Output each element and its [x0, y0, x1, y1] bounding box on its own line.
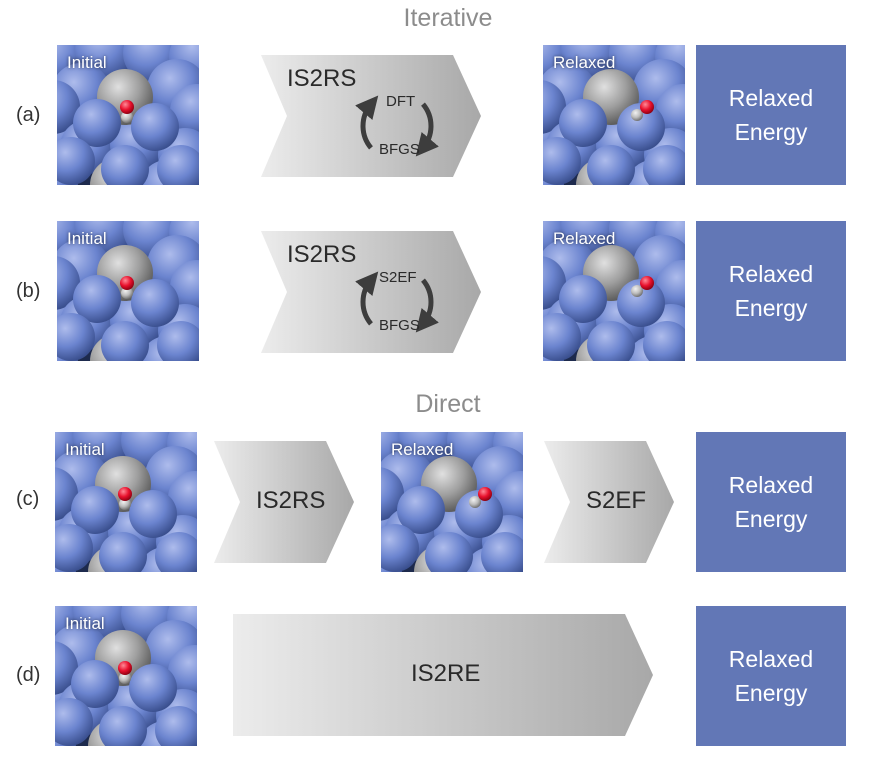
initial-structure-image-c: Initial [55, 432, 197, 572]
row-label-a: (a) [16, 104, 41, 126]
relaxed-energy-box-b: Relaxed Energy [696, 221, 846, 361]
energy-line2: Energy [734, 506, 808, 532]
initial-label: Initial [65, 614, 105, 633]
is2rs-direct-arrow-c: IS2RS [214, 441, 354, 563]
loop-top-label: S2EF [379, 269, 417, 286]
process-label: IS2RE [411, 660, 481, 687]
relaxed-energy-box-c: Relaxed Energy [696, 432, 846, 572]
is2rs-iterative-arrow-b: IS2RS S2EF BFGS [261, 231, 481, 353]
relaxed-energy-box-a: Relaxed Energy [696, 45, 846, 185]
relaxed-structure-image-b: Relaxed [543, 221, 685, 361]
loop-bottom-label: BFGS [379, 317, 420, 334]
process-label: IS2RS [287, 241, 357, 268]
energy-line1: Relaxed [728, 646, 814, 672]
section-title-direct: Direct [415, 390, 481, 418]
loop-bottom-label: BFGS [379, 141, 420, 158]
row-label-d: (d) [16, 664, 41, 686]
relaxed-structure-image-a: Relaxed [543, 45, 685, 185]
relaxed-structure-image-c: Relaxed [381, 432, 523, 572]
process-label: IS2RS [256, 487, 326, 514]
energy-line1: Relaxed [728, 472, 814, 498]
energy-line2: Energy [734, 680, 808, 706]
initial-structure-image-a: Initial [57, 45, 199, 185]
row-label-b: (b) [16, 280, 41, 302]
energy-line2: Energy [734, 119, 808, 145]
relaxed-label: Relaxed [553, 229, 616, 248]
row-label-c: (c) [16, 488, 40, 510]
initial-label: Initial [65, 440, 105, 459]
is2re-arrow-d: IS2RE [233, 614, 653, 736]
energy-line1: Relaxed [728, 261, 814, 287]
initial-structure-image-b: Initial [57, 221, 199, 361]
process-label: S2EF [586, 487, 647, 514]
relaxed-energy-box-d: Relaxed Energy [696, 606, 846, 746]
initial-label: Initial [67, 229, 107, 248]
energy-line1: Relaxed [728, 85, 814, 111]
section-title-iterative: Iterative [403, 4, 493, 32]
relaxed-label: Relaxed [553, 53, 616, 72]
process-label: IS2RS [287, 65, 357, 92]
initial-structure-image-d: Initial [55, 606, 197, 746]
s2ef-arrow-c: S2EF [544, 441, 674, 563]
loop-top-label: DFT [386, 93, 416, 110]
initial-label: Initial [67, 53, 107, 72]
is2rs-iterative-arrow-a: IS2RS DFT BFGS [261, 55, 481, 177]
energy-line2: Energy [734, 295, 808, 321]
relaxed-label: Relaxed [391, 440, 454, 459]
